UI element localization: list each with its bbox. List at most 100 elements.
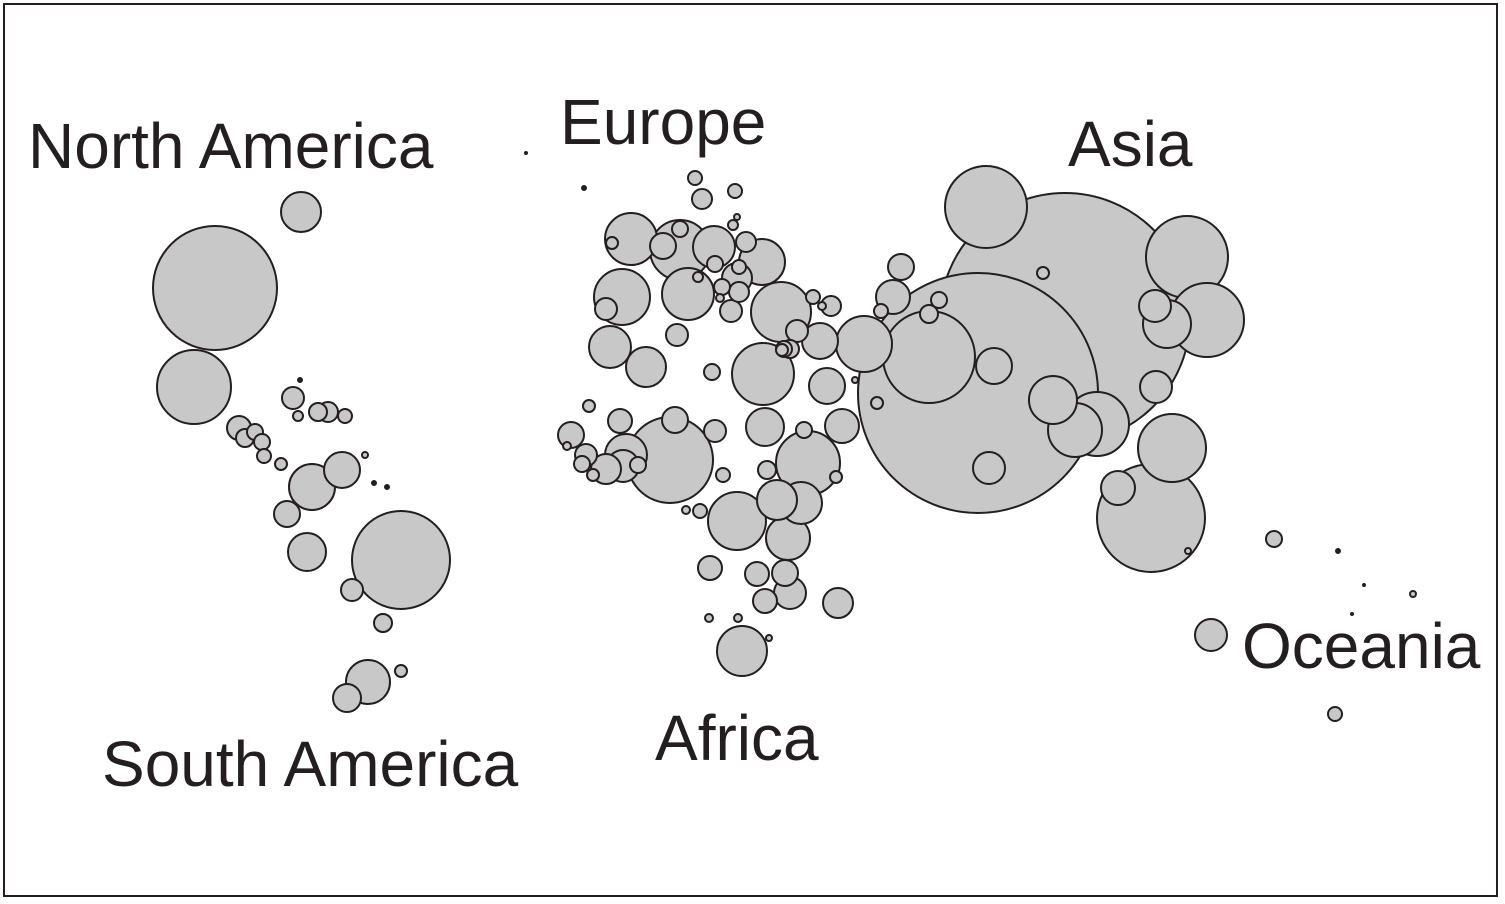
country-bubble	[687, 170, 703, 186]
country-bubble	[351, 510, 451, 610]
region-label-africa: Africa	[655, 702, 819, 774]
country-bubble	[649, 232, 677, 260]
country-bubble	[692, 503, 708, 519]
region-label-asia: Asia	[1068, 108, 1193, 180]
country-bubble	[629, 456, 647, 474]
region-label-north-america: North America	[28, 110, 434, 182]
country-bubble	[308, 402, 328, 422]
country-bubble	[524, 151, 528, 155]
country-bubble	[692, 271, 704, 283]
country-bubble	[808, 367, 846, 405]
country-bubble	[582, 399, 596, 413]
country-bubble	[625, 346, 667, 388]
country-bubble	[340, 578, 364, 602]
country-bubble	[835, 315, 893, 373]
country-bubble	[744, 561, 770, 587]
country-bubble	[605, 236, 619, 250]
country-bubble	[1100, 470, 1136, 506]
country-bubble	[332, 683, 362, 713]
country-bubble	[661, 406, 689, 434]
country-bubble	[733, 613, 743, 623]
region-label-oceania: Oceania	[1242, 610, 1481, 682]
country-bubble	[280, 191, 322, 233]
country-bubble	[785, 319, 809, 343]
country-bubble	[274, 457, 288, 471]
country-bubble	[817, 301, 827, 311]
country-bubble	[703, 363, 721, 381]
country-bubble	[586, 468, 600, 482]
country-bubble	[715, 293, 725, 303]
country-bubble	[1350, 612, 1354, 616]
country-bubble	[795, 421, 813, 439]
country-bubble	[727, 183, 743, 199]
country-bubble	[919, 304, 939, 324]
country-bubble	[588, 325, 632, 369]
country-bubble	[297, 377, 303, 383]
country-bubble	[752, 588, 778, 614]
country-bubble	[972, 451, 1006, 485]
country-bubble	[1139, 370, 1173, 404]
country-bubble	[337, 408, 353, 424]
country-bubble	[562, 441, 572, 451]
country-bubble	[851, 376, 859, 384]
country-bubble	[156, 349, 232, 425]
country-bubble	[756, 479, 798, 521]
country-bubble	[1265, 530, 1283, 548]
country-bubble	[691, 188, 713, 210]
country-bubble	[713, 278, 731, 296]
country-bubble	[323, 451, 361, 489]
country-bubble	[1327, 706, 1343, 722]
country-bubble	[715, 467, 731, 483]
country-bubble	[256, 448, 272, 464]
country-bubble	[281, 386, 305, 410]
region-labels: North America Europe Asia South America …	[28, 86, 1481, 800]
country-bubble	[671, 220, 689, 238]
country-bubble	[975, 347, 1013, 385]
country-bubble	[873, 303, 889, 319]
country-bubble	[719, 299, 743, 323]
country-bubble	[829, 470, 843, 484]
country-bubble	[697, 555, 723, 581]
country-bubble	[757, 460, 777, 480]
country-bubble	[870, 396, 884, 410]
country-bubble	[944, 165, 1028, 249]
country-bubble	[707, 491, 767, 551]
country-bubble	[1036, 266, 1050, 280]
country-bubble	[706, 255, 724, 273]
country-bubble	[727, 219, 739, 231]
country-bubble	[371, 480, 377, 486]
country-bubble	[930, 291, 948, 309]
country-bubble	[273, 500, 301, 528]
country-bubble	[665, 323, 689, 347]
country-bubble	[152, 225, 278, 351]
country-bubble	[733, 213, 741, 221]
country-bubble	[1409, 590, 1417, 598]
country-bubble	[573, 455, 591, 473]
country-bubble	[292, 410, 304, 422]
country-bubble	[253, 433, 271, 451]
country-bubble	[887, 253, 915, 281]
map-frame	[3, 3, 1498, 897]
country-bubble	[1362, 583, 1366, 587]
country-bubble	[745, 407, 785, 447]
country-bubble	[765, 634, 773, 642]
country-bubble	[1028, 375, 1078, 425]
country-bubble	[394, 664, 408, 678]
country-bubble	[1137, 413, 1207, 483]
country-bubble	[703, 419, 727, 443]
country-bubble	[1138, 289, 1172, 323]
country-bubble	[373, 613, 393, 633]
country-bubble	[771, 559, 799, 587]
region-label-europe: Europe	[560, 86, 766, 158]
country-bubble	[1184, 547, 1192, 555]
country-bubble	[1335, 548, 1341, 554]
country-bubble	[594, 297, 618, 321]
country-bubble	[805, 289, 821, 305]
country-bubble	[728, 281, 750, 303]
country-bubble	[775, 343, 789, 357]
country-bubble	[384, 484, 390, 490]
country-bubble	[704, 613, 714, 623]
country-bubble	[735, 231, 757, 253]
country-bubble	[581, 185, 587, 191]
